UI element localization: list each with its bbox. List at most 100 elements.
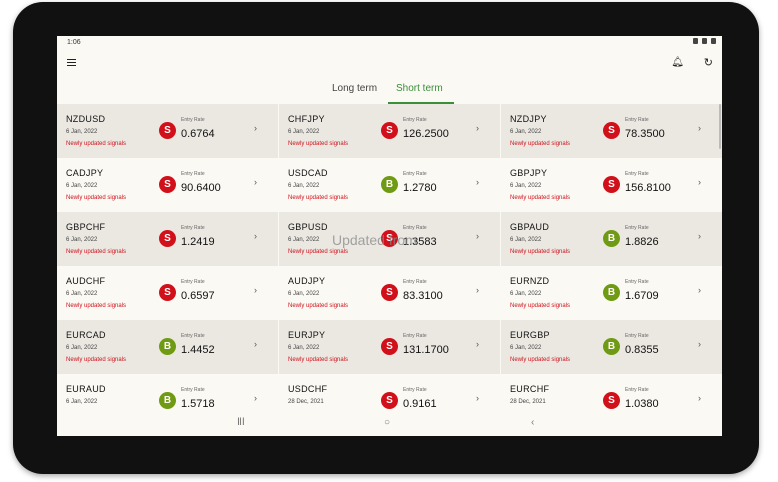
signal-card[interactable]: EURCAD 6 Jan, 2022 Newly updated signals B E… bbox=[57, 320, 278, 374]
signal-note: Newly updated signals bbox=[510, 357, 571, 363]
sell-signal-badge: S bbox=[159, 176, 176, 193]
signal-note: Newly updated signals bbox=[288, 303, 349, 309]
currency-pair: NZDJPY bbox=[510, 114, 547, 124]
currency-pair: EURJPY bbox=[288, 330, 326, 340]
entry-rate-label: Entry Rate bbox=[625, 171, 649, 177]
signal-note: Newly updated signals bbox=[66, 357, 127, 363]
entry-rate-label: Entry Rate bbox=[403, 171, 427, 177]
chevron-right-icon: › bbox=[254, 123, 257, 133]
entry-rate-label: Entry Rate bbox=[181, 387, 205, 393]
currency-pair: EURCAD bbox=[66, 330, 106, 340]
entry-rate-label: Entry Rate bbox=[403, 225, 427, 231]
signal-note: Newly updated signals bbox=[66, 303, 127, 309]
entry-rate-label: Entry Rate bbox=[625, 117, 649, 123]
currency-pair: USDCAD bbox=[288, 168, 328, 178]
currency-pair: CADJPY bbox=[66, 168, 104, 178]
signal-card[interactable]: NZDJPY 6 Jan, 2022 Newly updated signals S E… bbox=[501, 104, 722, 158]
signal-card[interactable]: EURCHF 28 Dec, 2021 S Entry Rate 1.0380 › bbox=[501, 374, 722, 428]
chevron-right-icon: › bbox=[698, 177, 701, 187]
back-icon[interactable]: ‹ bbox=[531, 417, 535, 428]
entry-rate: 83.3100 bbox=[403, 290, 443, 302]
signal-note: Newly updated signals bbox=[66, 249, 127, 255]
signal-card[interactable]: AUDJPY 6 Jan, 2022 Newly updated signals S E… bbox=[279, 266, 500, 320]
entry-rate: 131.1700 bbox=[403, 344, 449, 356]
signal-date: 6 Jan, 2022 bbox=[66, 183, 98, 189]
buy-signal-badge: B bbox=[381, 176, 398, 193]
status-icons bbox=[693, 38, 716, 44]
entry-rate: 90.6400 bbox=[181, 182, 221, 194]
currency-pair: GBPUSD bbox=[288, 222, 328, 232]
currency-pair: GBPAUD bbox=[510, 222, 550, 232]
currency-pair: GBPCHF bbox=[66, 222, 106, 232]
menu-icon[interactable] bbox=[67, 59, 76, 67]
signal-card[interactable]: CHFJPY 6 Jan, 2022 Newly updated signals S E… bbox=[279, 104, 500, 158]
signal-card[interactable]: GBPAUD 6 Jan, 2022 Newly updated signals B E… bbox=[501, 212, 722, 266]
signal-grid: NZDUSD 6 Jan, 2022 Newly updated signals S E… bbox=[57, 104, 722, 410]
signal-card[interactable]: USDCAD 6 Jan, 2022 Newly updated signals B E… bbox=[279, 158, 500, 212]
home-icon[interactable]: ○ bbox=[384, 417, 391, 428]
chevron-right-icon: › bbox=[254, 177, 257, 187]
status-time: 1:06 bbox=[67, 39, 81, 46]
entry-rate: 0.8355 bbox=[625, 344, 659, 356]
entry-rate: 1.8826 bbox=[625, 236, 659, 248]
signal-card[interactable]: EURAUD 6 Jan, 2022 B Entry Rate 1.5718 › bbox=[57, 374, 278, 428]
entry-rate-label: Entry Rate bbox=[181, 225, 205, 231]
currency-pair: AUDJPY bbox=[288, 276, 326, 286]
sell-signal-badge: S bbox=[159, 230, 176, 247]
entry-rate: 156.8100 bbox=[625, 182, 671, 194]
signal-date: 6 Jan, 2022 bbox=[288, 345, 320, 351]
sell-signal-badge: S bbox=[381, 338, 398, 355]
signal-date: 6 Jan, 2022 bbox=[288, 183, 320, 189]
term-tabs: Long term Short term bbox=[57, 78, 722, 104]
signal-card[interactable]: EURJPY 6 Jan, 2022 Newly updated signals S E… bbox=[279, 320, 500, 374]
entry-rate: 1.4452 bbox=[181, 344, 215, 356]
app-screen: 1:06 🔔︎ ↻ Long term Short term NZDUSD 6 J… bbox=[57, 36, 722, 436]
signal-card[interactable]: AUDCHF 6 Jan, 2022 Newly updated signals S E… bbox=[57, 266, 278, 320]
bell-icon[interactable]: 🔔︎ bbox=[671, 57, 684, 68]
signal-card[interactable]: EURNZD 6 Jan, 2022 Newly updated signals B E… bbox=[501, 266, 722, 320]
tab-short-term[interactable]: Short term bbox=[396, 83, 443, 94]
signal-card[interactable]: CADJPY 6 Jan, 2022 Newly updated signals S E… bbox=[57, 158, 278, 212]
signal-card[interactable]: GBPUSD 6 Jan, 2022 Newly updated signals S E… bbox=[279, 212, 500, 266]
chevron-right-icon: › bbox=[476, 285, 479, 295]
system-nav-bar: ⅡⅠ ○ ‹ bbox=[57, 410, 722, 436]
signal-date: 6 Jan, 2022 bbox=[510, 237, 542, 243]
signal-note: Newly updated signals bbox=[510, 195, 571, 201]
sell-signal-badge: S bbox=[603, 122, 620, 139]
entry-rate: 78.3500 bbox=[625, 128, 665, 140]
signal-card[interactable]: EURGBP 6 Jan, 2022 Newly updated signals B E… bbox=[501, 320, 722, 374]
signal-date: 6 Jan, 2022 bbox=[288, 237, 320, 243]
recents-icon[interactable]: ⅡⅠ bbox=[237, 417, 245, 428]
entry-rate-label: Entry Rate bbox=[403, 279, 427, 285]
chevron-right-icon: › bbox=[476, 231, 479, 241]
signal-card[interactable]: NZDUSD 6 Jan, 2022 Newly updated signals S E… bbox=[57, 104, 278, 158]
currency-pair: EURGBP bbox=[510, 330, 550, 340]
entry-rate: 0.6597 bbox=[181, 290, 215, 302]
signal-note: Newly updated signals bbox=[288, 195, 349, 201]
signal-card[interactable]: USDCHF 28 Dec, 2021 S Entry Rate 0.9161 › bbox=[279, 374, 500, 428]
buy-signal-badge: B bbox=[603, 338, 620, 355]
signal-date: 6 Jan, 2022 bbox=[510, 345, 542, 351]
chevron-right-icon: › bbox=[698, 285, 701, 295]
signal-card[interactable]: GBPCHF 6 Jan, 2022 Newly updated signals S E… bbox=[57, 212, 278, 266]
signal-card[interactable]: GBPJPY 6 Jan, 2022 Newly updated signals S E… bbox=[501, 158, 722, 212]
tab-long-term[interactable]: Long term bbox=[332, 83, 378, 94]
signal-date: 6 Jan, 2022 bbox=[66, 345, 98, 351]
active-tab-indicator bbox=[388, 102, 454, 104]
buy-signal-badge: B bbox=[159, 338, 176, 355]
entry-rate: 1.5718 bbox=[181, 398, 215, 410]
buy-signal-badge: B bbox=[603, 230, 620, 247]
chevron-right-icon: › bbox=[254, 393, 257, 403]
entry-rate-label: Entry Rate bbox=[625, 333, 649, 339]
entry-rate-label: Entry Rate bbox=[181, 279, 205, 285]
chevron-right-icon: › bbox=[254, 231, 257, 241]
buy-signal-badge: B bbox=[603, 284, 620, 301]
notification-icon bbox=[693, 38, 698, 44]
entry-rate-label: Entry Rate bbox=[403, 117, 427, 123]
chevron-right-icon: › bbox=[698, 339, 701, 349]
signal-note: Newly updated signals bbox=[510, 303, 571, 309]
refresh-icon[interactable]: ↻ bbox=[703, 57, 713, 69]
signal-note: Newly updated signals bbox=[66, 195, 127, 201]
signal-note: Newly updated signals bbox=[510, 249, 571, 255]
scrollbar[interactable] bbox=[719, 104, 721, 149]
